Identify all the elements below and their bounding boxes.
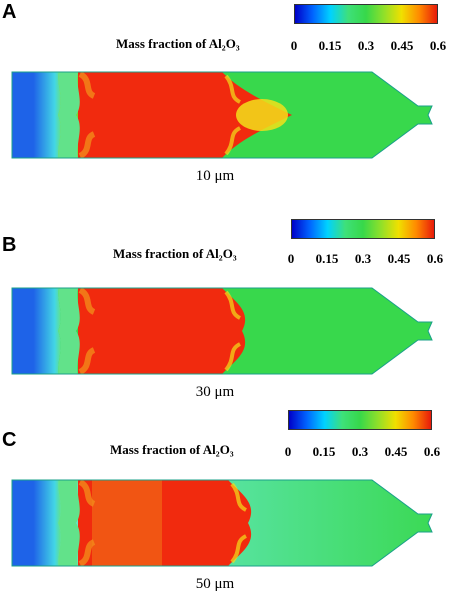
colorbar-tick: 0.3 <box>357 38 375 53</box>
colorbar-tick: 0.45 <box>390 38 414 53</box>
panel-label-c: C <box>2 429 17 451</box>
colorbar-tick: 0.15 <box>318 38 342 53</box>
colorbar-tick: 0.6 <box>426 251 444 266</box>
caption-b: 30 μm <box>195 384 235 400</box>
panel-label-a: A <box>2 1 17 23</box>
panel-c: C Mass fraction of Al₂O₃ 0 0.15 0.3 0.45… <box>0 398 457 597</box>
colorbar-tick: 0.3 <box>354 251 372 266</box>
panel-label-b: B <box>2 234 17 256</box>
colorbar-tick: 0.6 <box>423 444 441 459</box>
colorbar-tick: 0.15 <box>315 251 339 266</box>
caption-c: 50 μm <box>195 576 235 592</box>
colorbar-tick: 0.3 <box>351 444 369 459</box>
colorbar-a <box>294 4 438 24</box>
caption-a: 10 μm <box>195 168 235 184</box>
colorbar-tick: 0.45 <box>384 444 408 459</box>
colorbar-title-b: Mass fraction of Al₂O₃ <box>113 246 237 261</box>
panel-b: B Mass fraction of Al₂O₃ 0 0.15 0.3 0.45… <box>0 199 457 400</box>
mass-fraction-contour-c <box>11 479 433 567</box>
colorbar-tick: 0 <box>290 38 298 53</box>
colorbar-tick: 0 <box>287 251 295 266</box>
mass-fraction-contour-a <box>11 71 433 159</box>
panel-a: A Mass fraction of Al₂O₃ 0 0.15 0.3 0.45… <box>0 0 457 199</box>
colorbar-b <box>291 219 435 239</box>
colorbar-title-a: Mass fraction of Al₂O₃ <box>116 36 240 51</box>
colorbar-c <box>288 410 432 430</box>
colorbar-title-c: Mass fraction of Al₂O₃ <box>110 442 234 457</box>
colorbar-tick: 0 <box>284 444 292 459</box>
colorbar-tick: 0.6 <box>429 38 447 53</box>
colorbar-tick: 0.15 <box>312 444 336 459</box>
mass-fraction-contour-b <box>11 287 433 375</box>
colorbar-tick: 0.45 <box>387 251 411 266</box>
